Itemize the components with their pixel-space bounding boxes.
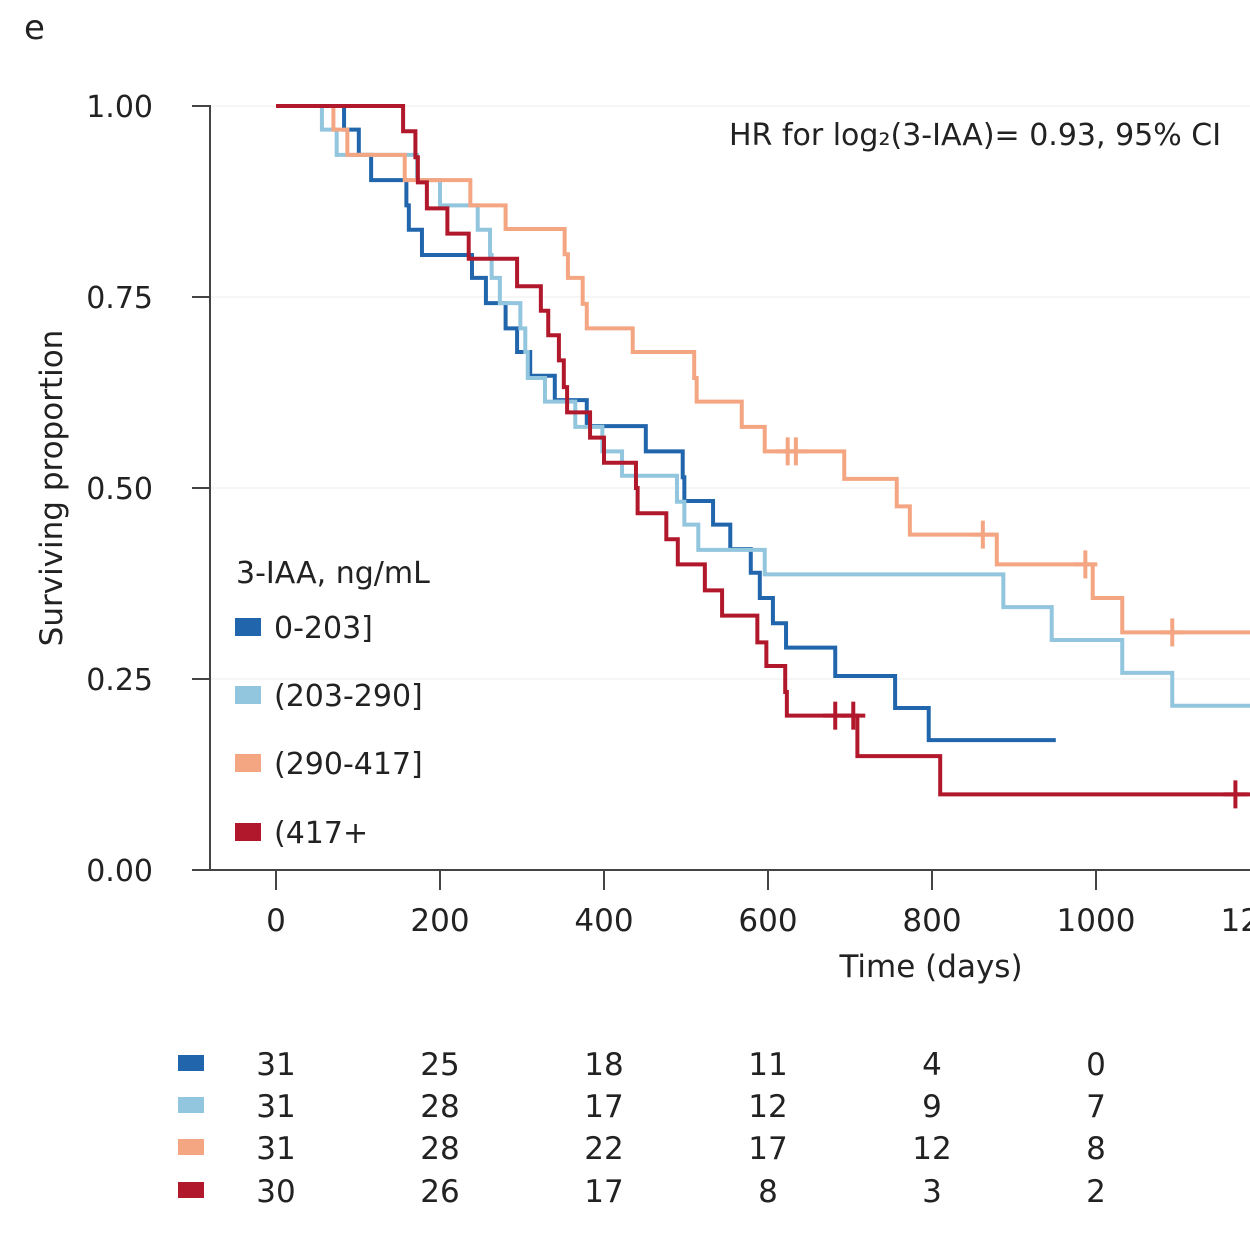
risk-count: 26: [420, 1174, 459, 1210]
legend-swatch: [235, 618, 261, 636]
legend-entry: (417+: [274, 816, 368, 851]
risk-count: 9: [922, 1089, 942, 1125]
risk-count: 11: [748, 1047, 787, 1083]
x-tick-label: 800: [902, 903, 961, 939]
risk-table: 31 25 18 11 4 0 31 28 17 12 9 7 31 28 22 17 12 8 30 26 17 8 3 2: [178, 1047, 1106, 1210]
legend-entry: (203-290]: [274, 679, 423, 714]
hr-annotation: HR for log₂(3-IAA)= 0.93, 95% CI: [729, 118, 1221, 153]
axes: 0.00 0.25 0.50 0.75 1.00 0 200 400 600 800 1000 120…: [86, 90, 1250, 939]
risk-row-swatch: [178, 1182, 204, 1198]
risk-count: 31: [256, 1047, 295, 1083]
risk-count: 12: [748, 1089, 787, 1125]
risk-count: 30: [256, 1174, 295, 1210]
risk-count: 31: [256, 1089, 295, 1125]
risk-count: 2: [1086, 1174, 1106, 1210]
risk-count: 0: [1086, 1047, 1106, 1083]
survival-curves: [276, 104, 1250, 809]
y-tick-label: 1.00: [86, 90, 153, 125]
risk-count: 8: [758, 1174, 778, 1210]
x-tick-label: 400: [574, 903, 633, 939]
risk-count: 12: [912, 1131, 951, 1167]
x-axis-label: Time (days): [838, 949, 1022, 985]
risk-count: 31: [256, 1131, 295, 1167]
x-tick-label: 1000: [1057, 903, 1136, 939]
risk-count: 17: [748, 1131, 787, 1167]
legend: 3-IAA, ng/mL 0-203] (203-290] (290-417] (417…: [235, 556, 430, 851]
risk-count: 22: [584, 1131, 623, 1167]
risk-count: 28: [420, 1131, 459, 1167]
risk-count: 18: [584, 1047, 623, 1083]
survival-curve-4: [276, 104, 1250, 797]
survival-curve-3: [276, 104, 1250, 635]
panel-label: e: [24, 8, 45, 48]
x-tick-label: 200: [410, 903, 469, 939]
x-tick-label: 600: [738, 903, 797, 939]
survival-curve-2: [276, 104, 1250, 708]
risk-count: 25: [420, 1047, 459, 1083]
risk-row-swatch: [178, 1055, 204, 1071]
risk-count: 28: [420, 1089, 459, 1125]
risk-count: 17: [584, 1174, 623, 1210]
legend-swatch: [235, 686, 261, 704]
risk-count: 7: [1086, 1089, 1106, 1125]
legend-title: 3-IAA, ng/mL: [236, 556, 430, 591]
legend-entry: (290-417]: [274, 747, 423, 782]
risk-count: 17: [584, 1089, 623, 1125]
y-tick-label: 0.00: [86, 854, 153, 889]
y-tick-label: 0.50: [86, 472, 153, 507]
x-tick-label: 0: [266, 903, 286, 939]
risk-count: 3: [922, 1174, 942, 1210]
risk-row-swatch: [178, 1097, 204, 1113]
y-tick-label: 0.25: [86, 663, 153, 698]
legend-swatch: [235, 823, 261, 841]
y-axis-label: Surviving proportion: [34, 330, 70, 647]
legend-entry: 0-203]: [274, 611, 373, 646]
legend-swatch: [235, 754, 261, 772]
risk-count: 4: [922, 1047, 942, 1083]
survival-curve-1: [276, 104, 1056, 743]
y-tick-label: 0.75: [86, 281, 153, 316]
risk-row-swatch: [178, 1139, 204, 1155]
x-tick-label: 1200: [1221, 903, 1250, 939]
risk-count: 8: [1086, 1131, 1106, 1167]
